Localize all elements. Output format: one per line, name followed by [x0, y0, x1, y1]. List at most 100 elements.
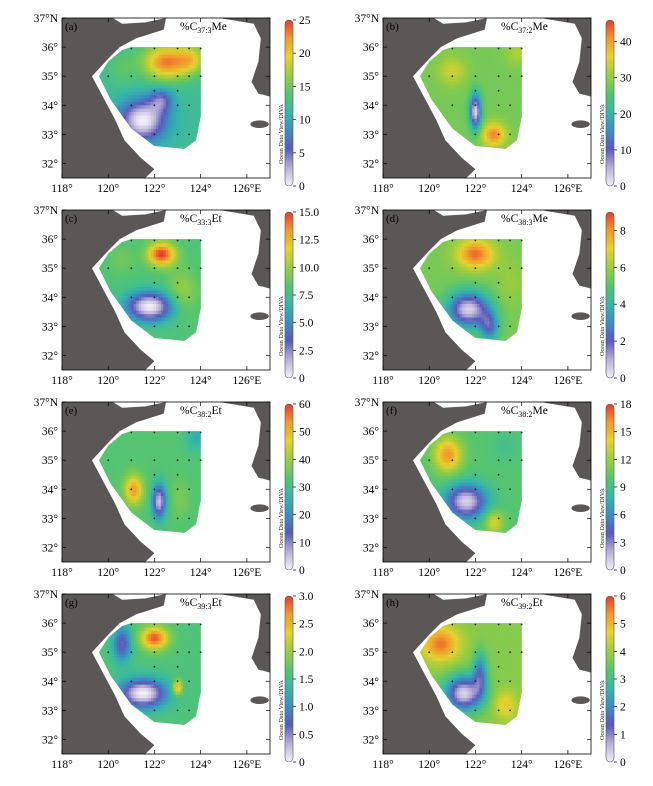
odv-watermark: Ocean Data View/DIVA — [599, 104, 606, 164]
panel-title: %C38:2Me — [501, 405, 548, 419]
panel-title-subscript: 39:2 — [518, 602, 532, 611]
land-china — [62, 402, 166, 562]
land-china — [383, 210, 487, 370]
map-panel: 118° 120° 122° 124° 126°E 32° 33° 34° 35° 36° 37°N… — [34, 13, 311, 195]
longitude-tick-label: 126°E — [232, 567, 261, 579]
latitude-tick-label: 36° — [42, 234, 59, 246]
sample-station — [188, 133, 191, 136]
sample-station — [451, 651, 454, 654]
panel-label: (f) — [386, 405, 397, 417]
sample-station — [474, 104, 477, 107]
panel-label: (d) — [386, 213, 399, 225]
colorbar: 0 5 10 15 20 25 — [284, 15, 311, 193]
sample-station — [497, 488, 500, 491]
colorbar-tick-label: 6 — [620, 591, 626, 603]
latitude-tick-label: 33° — [363, 321, 380, 333]
sample-station — [497, 680, 500, 683]
colorbar-tick-label: 2.0 — [299, 646, 314, 658]
panel-title-prefix: %C — [501, 21, 519, 33]
sample-station — [520, 459, 523, 462]
longitude-tick-label: 122° — [144, 759, 166, 771]
sample-station — [428, 267, 431, 270]
panel-title-suffix: Me — [211, 21, 226, 33]
land-china — [383, 402, 487, 562]
colorbar-tick-label: 0.5 — [299, 729, 314, 741]
map-panel: 118° 120° 122° 124° 126°E 32° 33° 34° 35° 36° 37°N… — [34, 397, 311, 579]
colorbar-tick-label: 2.5 — [299, 345, 314, 357]
sample-station — [474, 431, 477, 434]
colorbar-tick-label: 60 — [299, 399, 311, 411]
longitude-tick-label: 120° — [418, 567, 440, 579]
latitude-tick-label: 36° — [42, 618, 59, 630]
sample-station — [199, 75, 202, 78]
sample-station — [451, 431, 454, 434]
sample-station — [509, 47, 511, 50]
sample-station — [153, 517, 156, 520]
longitude-tick-label: 126°E — [553, 375, 582, 387]
latitude-tick-label: 35° — [42, 647, 59, 659]
panel-label: (b) — [386, 21, 399, 33]
land-jeju — [250, 696, 269, 704]
sample-station — [509, 431, 511, 434]
sample-station — [497, 459, 500, 462]
latitude-tick-label: 35° — [363, 647, 380, 659]
colorbar-tick-label: 0 — [299, 373, 305, 385]
colorbar: 0 10 20 30 40 — [605, 19, 632, 193]
longitude-tick-label: 124° — [511, 759, 533, 771]
latitude-tick-label: 37°N — [34, 397, 59, 409]
sample-station — [497, 89, 500, 92]
latitude-tick-label: 35° — [42, 71, 59, 83]
longitude-tick-label: 122° — [144, 567, 166, 579]
panel-title-suffix: Et — [211, 597, 222, 609]
sample-station — [474, 459, 477, 462]
latitude-tick-label: 32° — [363, 350, 380, 362]
longitude-tick-label: 118° — [372, 759, 394, 771]
sample-station — [497, 281, 500, 284]
sample-station — [497, 133, 500, 136]
colorbar-tick-label: 0 — [299, 565, 305, 577]
map-frame — [382, 593, 592, 755]
colorbar-tick-label: 3.0 — [299, 591, 314, 603]
sample-station — [497, 651, 500, 654]
colorbar-tick-label: 0 — [620, 565, 626, 577]
sample-station — [199, 47, 202, 50]
latitude-tick-label: 36° — [363, 426, 380, 438]
colorbar: 0 2.5 5.0 7.5 10.0 12.5 15.0 — [284, 207, 319, 385]
colorbar-tick-label: 1 — [620, 729, 626, 741]
sample-station — [509, 709, 511, 712]
sample-station — [520, 267, 523, 270]
latitude-tick-label: 36° — [363, 618, 380, 630]
land-jeju — [250, 120, 269, 128]
sample-station — [474, 665, 477, 668]
sample-station — [130, 431, 133, 434]
latitude-tick-label: 35° — [42, 455, 59, 467]
land-korea — [219, 594, 270, 673]
latitude-tick-label: 37°N — [355, 205, 380, 217]
latitude-tick-label: 32° — [363, 542, 380, 554]
sample-station — [176, 104, 179, 107]
colorbar-tick-label: 1.0 — [299, 702, 314, 714]
panel-label: (e) — [65, 405, 78, 417]
sample-station — [199, 459, 202, 462]
map-frame — [382, 209, 592, 371]
sample-station — [497, 665, 500, 668]
sample-station — [176, 267, 179, 270]
longitude-tick-label: 122° — [465, 759, 487, 771]
land-jeju — [571, 312, 590, 320]
panel-title-prefix: %C — [180, 597, 198, 609]
panel-title: %C37:2Me — [501, 21, 548, 35]
sample-station — [176, 133, 179, 136]
panel-title: %C39:2Et — [501, 597, 544, 611]
colorbar-tick-label: 40 — [299, 454, 311, 466]
sample-station — [451, 488, 454, 491]
sample-station — [188, 488, 191, 491]
sample-station — [176, 325, 179, 328]
sample-station — [188, 47, 191, 50]
longitude-tick-label: 124° — [190, 759, 212, 771]
latitude-tick-label: 34° — [363, 484, 380, 496]
sample-station — [153, 267, 156, 270]
sample-station — [509, 75, 511, 78]
land-china — [383, 18, 487, 178]
sample-station — [451, 239, 454, 242]
sample-station — [176, 296, 179, 299]
